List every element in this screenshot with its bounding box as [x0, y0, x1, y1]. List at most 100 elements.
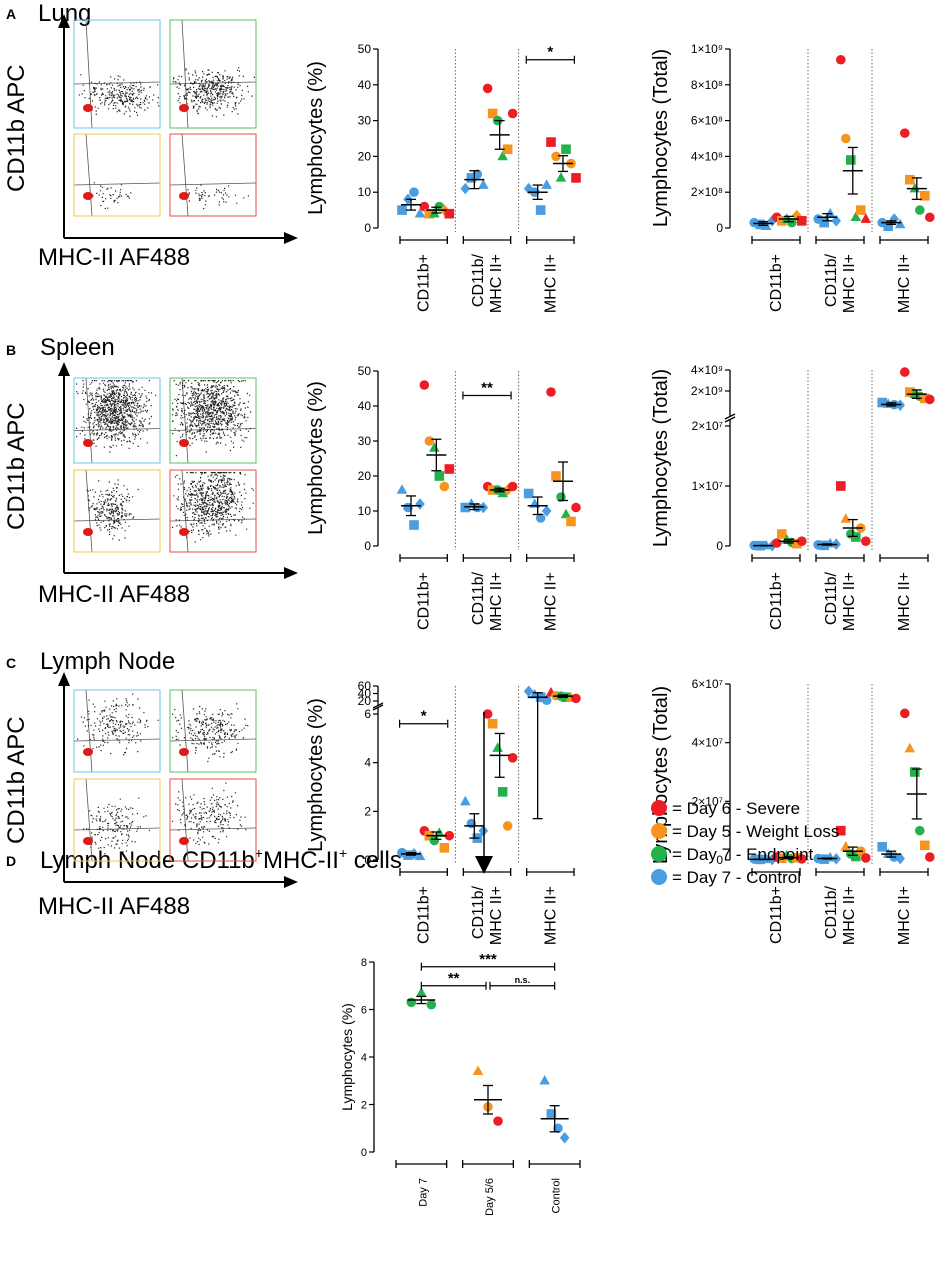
y-tick-label: 50 — [358, 42, 372, 56]
y-tick-label: 0 — [364, 853, 371, 867]
data-point — [772, 538, 782, 548]
gate-line — [181, 469, 189, 553]
data-point — [840, 513, 852, 523]
y-tick-label: 2×10⁷ — [692, 419, 723, 433]
y-tick-label: 4×10⁷ — [692, 736, 723, 750]
x-axis-label: MHC-II AF488 — [38, 581, 190, 608]
data-point — [797, 854, 807, 864]
data-point — [559, 1131, 570, 1144]
category-label: CD11b+ — [416, 572, 433, 630]
data-point — [507, 481, 518, 492]
x-axis-label: MHC-II AF488 — [38, 893, 190, 920]
density-hotspot — [179, 837, 189, 845]
y-tick-label: 4 — [361, 1052, 367, 1064]
category-label-line: Day 7 — [417, 1178, 429, 1207]
chart-lung-percent: Lymphocytes (%) 0 10 20 30 40 50 CD11b+ CD11b/MH… — [305, 42, 581, 313]
data-point — [797, 536, 807, 546]
data-point — [797, 216, 807, 226]
category-label: Day 7 — [417, 1178, 429, 1207]
gate-line — [85, 133, 93, 217]
data-point — [905, 174, 915, 185]
category-label-line: CD11b/ — [823, 885, 840, 939]
category-label-line: CD11b/ — [470, 885, 487, 939]
data-point — [502, 821, 513, 831]
data-point — [535, 513, 546, 523]
y-tick-label: 0 — [716, 853, 723, 867]
data-point — [555, 172, 567, 182]
y-tick-label: 1×10⁹ — [691, 42, 723, 56]
data-point — [900, 708, 910, 719]
y-axis-label: CD11b APC — [3, 716, 30, 844]
data-point — [416, 987, 427, 997]
event-dots — [78, 67, 255, 210]
data-point — [535, 205, 546, 215]
data-point — [571, 502, 581, 513]
category-label-line: Day 5/6 — [484, 1178, 496, 1216]
legend: = Day 6 - Severe = Day 5 - Weight Loss = D… — [651, 799, 839, 887]
data-point — [546, 387, 556, 397]
data-point — [905, 387, 915, 397]
legend-swatch — [651, 869, 667, 885]
data-point — [841, 133, 851, 144]
chart-lymph-node-double-positive: Lymphocytes (%) 0 2 4 6 8 Day 7 Day 5/6 Control *… — [339, 951, 581, 1216]
category-label: CD11b+ — [768, 254, 785, 312]
data-point — [507, 753, 518, 763]
y-tick-label: 6 — [364, 707, 371, 721]
axis-break — [724, 416, 736, 423]
chart-spleen-percent: Lymphocytes (%) 0 10 20 30 40 50 CD11b+ CD11b/MH… — [305, 364, 581, 631]
data-point — [551, 471, 561, 481]
legend-label: = Day 6 - Severe — [672, 799, 800, 818]
data-point — [429, 835, 440, 846]
axis-break — [724, 413, 736, 420]
panel-a-letter: A — [6, 6, 16, 22]
category-label-line: CD11b+ — [768, 254, 785, 312]
y-tick-label: 2 — [364, 804, 371, 818]
category-label: CD11b/MHC II+ — [470, 885, 505, 945]
category-label-line: MHC II+ — [488, 254, 505, 313]
density-hotspot — [83, 192, 93, 200]
panel-c-to-d-arrow — [475, 712, 493, 874]
gate-line — [169, 827, 257, 831]
significance-label: * — [547, 44, 553, 61]
y-tick-label: 8×10⁸ — [691, 78, 723, 92]
data-point — [877, 397, 887, 408]
category-label: CD11b/MHC II+ — [823, 571, 858, 631]
data-point — [925, 212, 935, 223]
chart-spleen-total: Lymphocytes (Total) 2×10⁹ 4×10⁹ 0 1×10⁷ 2×10⁷… — [650, 363, 935, 631]
y-tick-label: 2×10⁹ — [691, 384, 723, 398]
data-point — [553, 1123, 563, 1134]
data-point — [497, 787, 508, 797]
gate-line — [181, 133, 189, 217]
density-hotspot — [83, 528, 93, 536]
data-point — [755, 219, 765, 230]
y-tick-label: 0 — [364, 221, 371, 235]
category-label: MHC II+ — [542, 254, 559, 313]
gate-line — [73, 518, 161, 522]
y-tick-label: 20 — [358, 694, 372, 708]
data-point — [777, 529, 787, 539]
category-label-line: MHC II+ — [488, 886, 505, 945]
y-tick-label: 0 — [716, 539, 723, 553]
data-point — [915, 205, 925, 215]
panel-c-title: Lymph Node — [40, 648, 175, 675]
legend-swatch — [651, 800, 667, 816]
category-label: CD11b+ — [768, 886, 785, 944]
category-label-line: MHC II+ — [896, 254, 913, 313]
y-tick-label: 4 — [364, 756, 371, 770]
data-point — [900, 128, 910, 138]
panel-b-title: Spleen — [40, 334, 115, 361]
y-tick-label: 4×10⁹ — [691, 363, 723, 377]
y-tick-label: 30 — [358, 114, 372, 128]
category-label-line: MHC II+ — [841, 254, 858, 313]
chart-lung-total: Lymphocytes (Total) 0 2×10⁸ 4×10⁸ 6×10⁸ 8×10⁸… — [650, 42, 935, 313]
data-point — [406, 997, 417, 1008]
y-axis-label: Lymphocytes (Total) — [650, 369, 672, 547]
data-point — [819, 217, 829, 228]
data-point — [910, 767, 920, 777]
category-label: CD11b+ — [416, 254, 433, 312]
data-point — [502, 144, 513, 155]
category-label: CD11b/MHC II+ — [470, 253, 505, 313]
data-point — [472, 1065, 484, 1076]
axis-break — [372, 704, 384, 711]
